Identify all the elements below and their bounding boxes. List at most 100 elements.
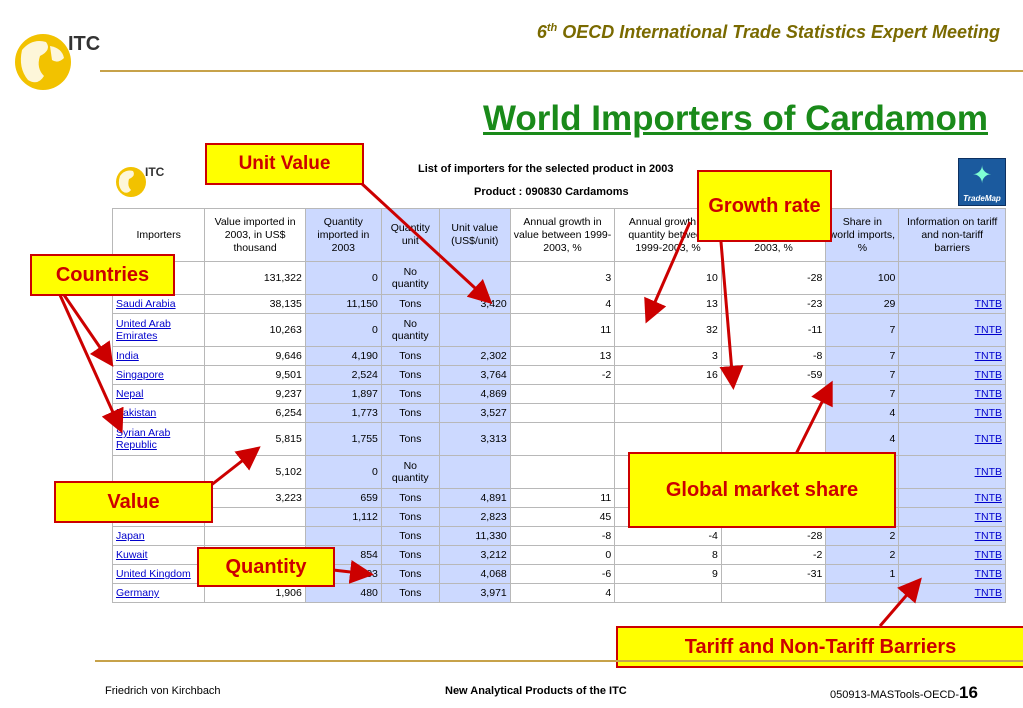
country-link[interactable]: Japan [116, 530, 145, 542]
tntb-link[interactable]: TNTB [974, 324, 1002, 336]
tntb-link[interactable]: TNTB [974, 407, 1002, 419]
table-cell: 9,501 [204, 365, 306, 385]
table-cell: 1,773 [304, 403, 382, 423]
country-link[interactable]: Nepal [116, 388, 144, 400]
country-link[interactable]: Singapore [116, 369, 164, 381]
table-row: Japan Tons 11,330 -8 -4 -28 2 TNTB [111, 526, 1006, 546]
table-cell: 2,823 [438, 507, 511, 527]
table-cell [898, 261, 1006, 295]
table-cell: Tons [380, 294, 440, 314]
svg-text:ITC: ITC [68, 33, 100, 55]
table-cell: Tons [380, 488, 440, 508]
table-cell: Tons [380, 422, 440, 456]
tntb-link[interactable]: TNTB [974, 511, 1002, 523]
table-cell: No quantity [380, 261, 440, 295]
table-cell: -11 [720, 313, 827, 347]
table-cell: 7 [825, 365, 900, 385]
arrow-quantity [332, 560, 374, 584]
table-cell: 3,223 [204, 488, 306, 508]
table-cell [438, 455, 511, 489]
table-cell [509, 422, 616, 456]
tariff-info-cell: TNTB [898, 346, 1006, 366]
column-header: Quantity unit [380, 208, 440, 262]
importer-cell: United Arab Emirates [111, 313, 206, 347]
arrow-countries-1 [60, 291, 114, 367]
table-cell: 100 [825, 261, 900, 295]
table-cell [614, 583, 722, 603]
country-link[interactable]: Saudi Arabia [116, 298, 176, 310]
country-link[interactable]: Syrian Arab Republic [116, 427, 171, 451]
tntb-link[interactable]: TNTB [974, 587, 1002, 599]
itc-logo: ITC [15, 33, 100, 90]
tntb-link[interactable]: TNTB [974, 433, 1002, 445]
tntb-link[interactable]: TNTB [974, 568, 1002, 580]
table-cell: 7 [825, 346, 900, 366]
tntb-link[interactable]: TNTB [974, 350, 1002, 362]
header-title: 6th OECD International Trade Statistics … [536, 22, 1000, 42]
tntb-link[interactable]: TNTB [974, 466, 1002, 478]
svg-text:ITC: ITC [145, 165, 165, 179]
table-cell: 4,190 [304, 346, 382, 366]
callout-countries: Countries [30, 254, 175, 296]
page-number: 16 [959, 683, 978, 702]
callout-global-market-share: Global market share [628, 452, 896, 528]
tariff-info-cell: TNTB [898, 545, 1006, 565]
tntb-link[interactable]: TNTB [974, 530, 1002, 542]
tntb-link[interactable]: TNTB [974, 388, 1002, 400]
table-cell: Tons [380, 583, 440, 603]
column-header: Quantity imported in 2003 [304, 208, 382, 262]
tariff-info-cell: TNTB [898, 583, 1006, 603]
table-cell: 0 [304, 313, 382, 347]
arrow-tariff [878, 577, 922, 627]
country-link[interactable]: Pakistan [116, 407, 157, 419]
tntb-link[interactable]: TNTB [974, 369, 1002, 381]
table-cell: 4,068 [438, 564, 511, 584]
country-link[interactable]: United Arab Emirates [116, 318, 171, 342]
table-cell: 0 [304, 455, 382, 489]
table-row: United Arab Emirates 10,263 0 No quantity 11… [111, 313, 1006, 347]
table-cell: 11,150 [304, 294, 382, 314]
country-link[interactable]: Kuwait [116, 549, 148, 561]
table-cell: 29 [825, 294, 900, 314]
table-header-row: Importers Value imported in 2003, in US$… [111, 208, 1006, 262]
table-cell: 4,891 [438, 488, 511, 508]
footer-author: Friedrich von Kirchbach [105, 685, 221, 697]
column-header: Information on tariff and non-tariff bar… [898, 208, 1006, 262]
callout-unit-value: Unit Value [205, 143, 364, 185]
table-cell: 3,313 [438, 422, 511, 456]
country-link[interactable]: United Kingdom [116, 568, 191, 580]
table-cell: 4 [509, 583, 616, 603]
table-cell: 11,330 [438, 526, 511, 546]
tariff-info-cell: TNTB [898, 365, 1006, 385]
column-header: Annual growth in value between 1999-2003… [509, 208, 616, 262]
tntb-link[interactable]: TNTB [974, 298, 1002, 310]
document-heading: List of importers for the selected produ… [418, 163, 674, 175]
trademap-logo[interactable]: ✦ TradeMap [958, 158, 1006, 206]
table-row: Germany 1,906 480 Tons 3,971 4 TNTB [111, 583, 1006, 603]
tntb-link[interactable]: TNTB [974, 492, 1002, 504]
arrow-growth-1 [644, 221, 692, 324]
table-cell: 38,135 [204, 294, 306, 314]
tariff-info-cell: TNTB [898, 507, 1006, 527]
table-cell: 1,897 [304, 384, 382, 404]
table-cell: 480 [304, 583, 382, 603]
country-link[interactable]: Germany [116, 587, 160, 599]
column-header: Unit value (US$/unit) [438, 208, 511, 262]
footer-reference: 050913-MASTools-OECD-16 [830, 683, 978, 702]
table-cell: 2,302 [438, 346, 511, 366]
table-cell: 7 [825, 313, 900, 347]
importer-cell: United Kingdom [111, 564, 206, 584]
arrow-growth-2 [718, 229, 744, 390]
table-cell: 4,869 [438, 384, 511, 404]
importer-cell: Germany [111, 583, 206, 603]
tntb-link[interactable]: TNTB [974, 549, 1002, 561]
table-cell: 3,971 [438, 583, 511, 603]
table-cell: 2 [825, 545, 900, 565]
table-cell: No quantity [380, 455, 440, 489]
tariff-info-cell: TNTB [898, 564, 1006, 584]
country-link[interactable]: India [116, 350, 139, 362]
document-subheading: Product : 090830 Cardamoms [474, 186, 629, 198]
slide-title: World Importers of Cardamom [483, 99, 988, 138]
arrow-global-share [794, 380, 833, 455]
